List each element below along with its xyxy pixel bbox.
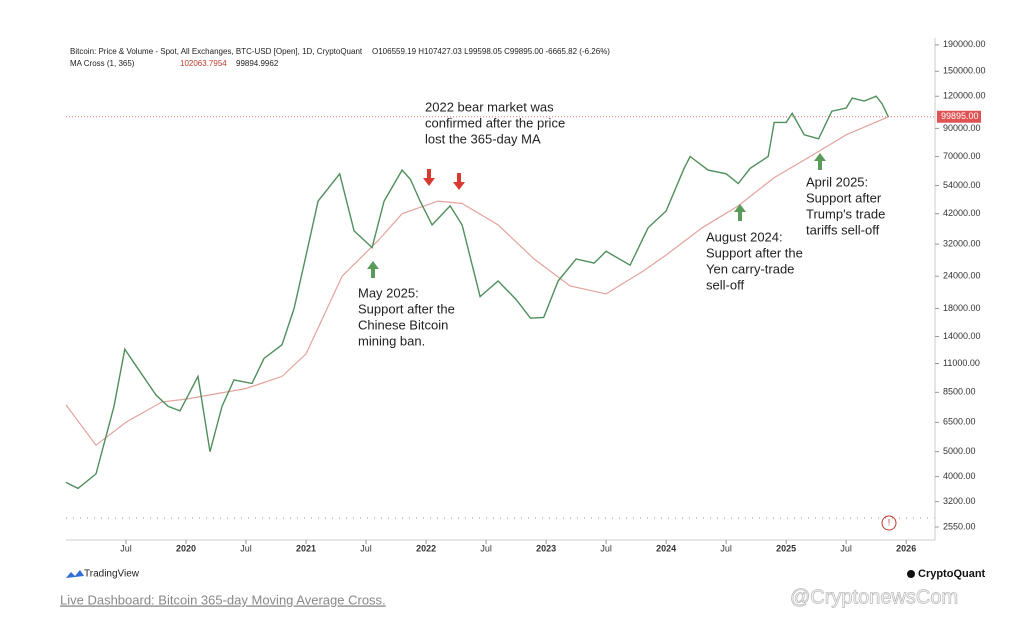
y-tick-label: 2550.00 xyxy=(943,521,976,531)
x-tick-label: Jul xyxy=(120,543,132,553)
x-tick-label: 2022 xyxy=(416,543,436,553)
y-tick-label: 3200.00 xyxy=(943,496,976,506)
annotation: lost the 365-day MA xyxy=(425,131,541,146)
last-price-tag xyxy=(937,110,981,123)
alert-icon xyxy=(881,515,897,531)
series-line xyxy=(65,95,889,490)
y-tick-label: 5000.00 xyxy=(943,446,976,456)
watermark: @CryptonewsCom xyxy=(790,586,958,608)
ma-value: 99894.9962 xyxy=(236,59,279,68)
annotation: confirmed after the price xyxy=(425,115,565,130)
y-tick-label: 4000.00 xyxy=(943,471,976,481)
y-tick-label: 11000.00 xyxy=(943,358,980,368)
annotation: Support after the xyxy=(706,245,803,260)
arrow xyxy=(367,261,379,278)
tv-logo xyxy=(66,570,84,578)
annotation: Yen carry-trade xyxy=(706,261,794,276)
y-tick-label: 70000.00 xyxy=(943,151,981,161)
annotation: Support after xyxy=(806,190,882,205)
x-tick-label: 2021 xyxy=(296,543,316,553)
ma-value: 102063.7954 xyxy=(180,59,227,68)
x-tick-label: Jul xyxy=(360,543,372,553)
x-tick-label: Jul xyxy=(840,543,852,553)
cq-logo xyxy=(907,570,915,578)
y-tick-label: 90000.00 xyxy=(943,123,981,133)
link[interactable]: Live Dashboard: Bitcoin 365-day Moving A… xyxy=(60,592,386,607)
legend-title: Bitcoin: Price & Volume - Spot, All Exch… xyxy=(70,47,363,56)
annotation: April 2025: xyxy=(806,174,868,189)
y-tick-label: 18000.00 xyxy=(943,303,981,313)
annotation: sell-off xyxy=(706,277,744,292)
y-tick-label: 6500.00 xyxy=(943,417,976,427)
y-tick-label: 120000.00 xyxy=(943,91,986,101)
legend-values: O106559.19 H107427.03 L99598.05 C99895.0… xyxy=(372,47,610,56)
arrow xyxy=(453,173,465,190)
annotation: Support after the xyxy=(358,301,455,316)
last-price-label: 99895.00 xyxy=(941,111,979,121)
annotation: tariffs sell-off xyxy=(806,222,880,237)
arrow xyxy=(423,169,435,186)
y-tick-label: 14000.00 xyxy=(943,331,981,341)
brand-left: TradingView xyxy=(84,569,140,580)
x-tick-label: Jul xyxy=(240,543,252,553)
annotation: mining ban. xyxy=(358,333,425,348)
annotation: 2022 bear market was xyxy=(425,99,554,114)
annotation: August 2024: xyxy=(706,229,783,244)
x-tick-label: Jul xyxy=(720,543,732,553)
arrow xyxy=(734,204,746,221)
y-tick-label: 150000.00 xyxy=(943,66,986,76)
y-tick-label: 42000.00 xyxy=(943,208,981,218)
x-tick-label: 2023 xyxy=(536,543,556,553)
x-tick-label: Jul xyxy=(480,543,492,553)
x-tick-label: 2025 xyxy=(776,543,796,553)
brand-right: CryptoQuant xyxy=(918,568,986,580)
x-tick-label: 2026 xyxy=(896,543,916,553)
x-tick-label: 2024 xyxy=(656,543,676,553)
y-tick-label: 32000.00 xyxy=(943,238,981,248)
y-tick-label: 24000.00 xyxy=(943,271,981,281)
alert-icon: ! xyxy=(888,517,891,527)
x-tick-label: 2020 xyxy=(176,543,196,553)
annotation: Chinese Bitcoin xyxy=(358,317,448,332)
annotation: May 2025: xyxy=(358,285,419,300)
arrow xyxy=(814,153,826,170)
annotation: Trump's trade xyxy=(806,206,885,221)
x-tick-label: Jul xyxy=(600,543,612,553)
ma-label: MA Cross (1, 365) xyxy=(70,59,135,68)
y-tick-label: 8500.00 xyxy=(943,387,976,397)
y-tick-label: 190000.00 xyxy=(943,39,986,49)
y-tick-label: 54000.00 xyxy=(943,180,981,190)
